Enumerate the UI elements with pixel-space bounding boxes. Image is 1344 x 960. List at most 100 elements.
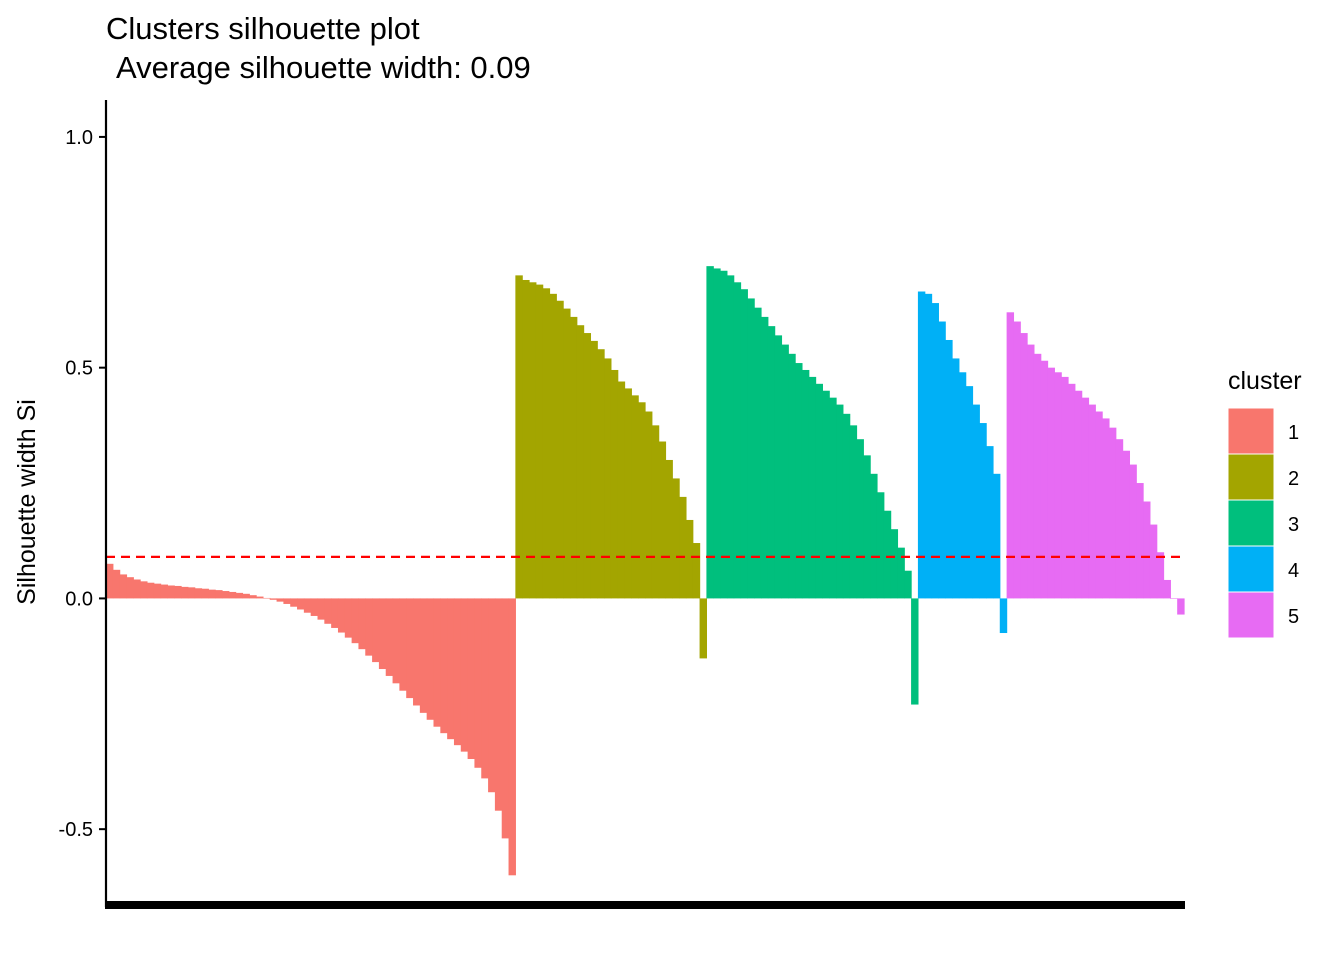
bar-cluster-1-26 (276, 598, 284, 602)
bar-cluster-5-21 (1143, 501, 1151, 599)
bar-cluster-3-20 (836, 404, 844, 599)
bar-cluster-1-44 (399, 598, 407, 691)
bar-cluster-5-16 (1108, 427, 1117, 599)
bar-cluster-2-24 (672, 478, 680, 599)
bar-cluster-3-14 (795, 363, 803, 599)
bar-cluster-1-17 (215, 590, 223, 599)
bar-cluster-1-53 (460, 598, 469, 752)
bar-cluster-2-4 (535, 284, 544, 599)
bar-cluster-1-43 (392, 598, 400, 684)
bar-cluster-1-57 (488, 598, 496, 793)
bar-cluster-1-7 (146, 582, 155, 599)
bar-cluster-3-25 (870, 473, 878, 599)
bar-cluster-3-30 (904, 570, 912, 599)
bar-cluster-1-38 (358, 598, 366, 650)
bar-cluster-1-41 (378, 598, 387, 670)
bar-cluster-1-36 (344, 598, 353, 638)
bar-cluster-1-37 (351, 598, 360, 644)
bar-cluster-3-31 (911, 598, 919, 705)
bar-cluster-2-16 (617, 381, 626, 599)
bar-cluster-3-13 (788, 353, 796, 599)
chart-title: Clusters silhouette plot (106, 11, 420, 46)
bar-cluster-2-3 (529, 282, 537, 599)
bar-cluster-3-19 (829, 397, 837, 599)
bar-cluster-3-2 (713, 268, 721, 599)
bar-cluster-4-11 (986, 446, 994, 599)
bar-cluster-5-25 (1170, 598, 1178, 599)
bar-cluster-3-5 (733, 282, 742, 599)
bar-cluster-1-47 (419, 598, 428, 713)
bar-cluster-5-22 (1149, 524, 1158, 599)
bar-cluster-5-19 (1129, 464, 1137, 599)
bar-cluster-4-13 (999, 598, 1008, 634)
bar-cluster-1-27 (283, 598, 291, 604)
y-tick-label: 0.0 (65, 588, 93, 610)
bar-cluster-5-11 (1074, 390, 1083, 599)
bar-cluster-5-15 (1102, 418, 1110, 599)
bar-cluster-5-12 (1081, 397, 1090, 599)
bar-cluster-1-40 (372, 598, 380, 663)
bar-cluster-3-12 (781, 344, 789, 599)
bar-cluster-3-10 (767, 326, 776, 599)
legend-label-2: 2 (1288, 468, 1299, 490)
bar-cluster-3-6 (740, 289, 748, 599)
bar-cluster-1-21 (242, 593, 250, 599)
bar-cluster-4-5 (945, 339, 953, 599)
bar-cluster-2-6 (549, 293, 557, 599)
bar-cluster-1-60 (508, 598, 516, 876)
bar-cluster-1-30 (303, 598, 312, 613)
bar-cluster-1-2 (112, 569, 121, 599)
bar-cluster-3-9 (760, 316, 769, 599)
bar-cluster-1-18 (221, 591, 230, 599)
legend-key-4 (1227, 545, 1275, 593)
bar-cluster-1-58 (494, 598, 503, 811)
legend-key-2 (1227, 453, 1275, 501)
bar-cluster-5-26 (1177, 598, 1185, 615)
bar-cluster-1-23 (256, 596, 264, 599)
bar-cluster-1-22 (249, 595, 257, 599)
legend-key-3 (1227, 499, 1275, 547)
bar-cluster-5-24 (1163, 579, 1171, 599)
bar-cluster-1-28 (290, 598, 298, 607)
bar-cluster-2-20 (645, 411, 653, 599)
bar-cluster-1-6 (140, 581, 148, 599)
bar-cluster-1-3 (119, 574, 128, 599)
bar-cluster-3-16 (808, 376, 817, 599)
bar-cluster-2-9 (569, 316, 578, 599)
bar-cluster-3-28 (890, 529, 899, 599)
bar-cluster-2-18 (631, 395, 639, 599)
bar-cluster-2-8 (563, 308, 571, 599)
bar-cluster-2-15 (610, 369, 619, 599)
bar-cluster-1-9 (160, 584, 168, 599)
bar-cluster-3-8 (754, 307, 762, 599)
y-tick-label: 1.0 (65, 127, 93, 149)
bar-cluster-1-20 (235, 592, 244, 599)
bar-cluster-1-34 (331, 598, 339, 628)
bar-cluster-2-21 (651, 425, 660, 599)
legend-key-1 (1227, 407, 1275, 455)
bar-cluster-1-12 (181, 586, 189, 599)
bar-cluster-2-11 (583, 333, 592, 599)
bar-cluster-1-31 (310, 598, 319, 616)
legend-title: cluster (1228, 367, 1302, 395)
legend-label-1: 1 (1288, 422, 1299, 444)
y-axis-label: Silhouette width Si (13, 399, 41, 605)
bar-cluster-5-1 (1006, 312, 1015, 599)
bar-cluster-2-26 (685, 519, 694, 599)
bar-cluster-2-25 (679, 496, 687, 599)
bar-cluster-1-32 (317, 598, 325, 620)
bar-cluster-3-15 (801, 369, 810, 599)
bar-cluster-1-10 (167, 585, 175, 599)
bar-cluster-1-16 (208, 589, 216, 599)
bar-cluster-4-9 (972, 404, 980, 599)
bar-cluster-4-8 (965, 386, 974, 599)
bar-cluster-5-10 (1068, 383, 1076, 599)
bar-cluster-5-8 (1054, 372, 1062, 599)
bar-cluster-2-7 (556, 300, 564, 599)
bar-cluster-3-4 (726, 275, 735, 599)
bar-cluster-1-55 (474, 598, 482, 768)
bar-cluster-1-52 (453, 598, 462, 746)
bar-cluster-1-59 (501, 598, 510, 839)
bar-cluster-1-13 (187, 587, 196, 599)
legend-key-5 (1227, 591, 1275, 639)
